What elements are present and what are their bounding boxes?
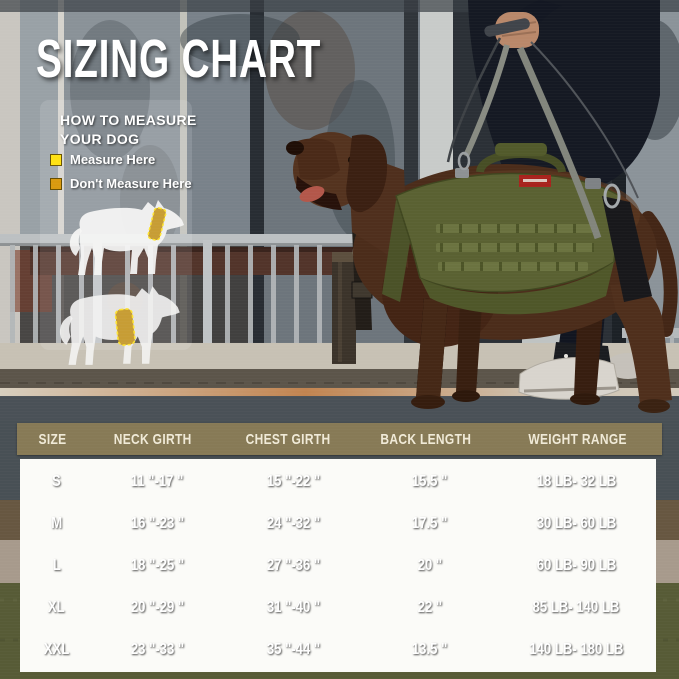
- strap-handle: [484, 18, 530, 37]
- cell-back-length: 15.5 ": [364, 462, 496, 501]
- tail: [641, 211, 678, 337]
- cell-weight-range: 85 LB- 140 LB: [499, 588, 653, 627]
- muzzle: [295, 138, 340, 180]
- sizing-table: SIZE NECK GIRTH CHEST GIRTH BACK LENGTH …: [17, 423, 662, 672]
- rear-strap: [602, 196, 652, 302]
- lifting-straps: [446, 37, 639, 240]
- column-header-size: SIZE: [38, 430, 66, 448]
- chest-measure-band: [114, 308, 136, 346]
- bollard: [332, 252, 356, 364]
- column-header-chest-girth: CHEST GIRTH: [246, 430, 331, 448]
- ear: [346, 134, 388, 213]
- table-row-s: S 11 "-17 " 15 "-22 " 15.5 " 18 LB- 32 L…: [23, 462, 653, 501]
- cell-size: XL: [23, 588, 90, 627]
- cell-size: XXL: [23, 630, 90, 669]
- measure-heading-line1: HOW TO MEASURE: [60, 112, 197, 128]
- carabiner: [603, 183, 621, 209]
- nose: [286, 141, 304, 155]
- table-row-xl: XL 20 "-29 " 31 "-40 " 22 " 85 LB- 140 L…: [23, 588, 653, 627]
- table-row-xxl: XXL 23 "-33 " 35 "-44 " 13.5 " 140 LB- 1…: [23, 630, 653, 669]
- cell-back-length: 20 ": [364, 546, 496, 585]
- cell-chest-girth: 31 "-40 ": [225, 588, 361, 627]
- dont-measure-here-swatch-icon: [50, 177, 62, 190]
- column-header-neck-girth: NECK GIRTH: [114, 430, 192, 448]
- table-row-m: M 16 "-23 " 24 "-32 " 17.5 " 30 LB- 60 L…: [23, 504, 653, 543]
- column-header-back-length: BACK LENGTH: [380, 430, 471, 448]
- dog-silhouette-neck: [69, 200, 184, 275]
- dog-silhouette-chest: [59, 286, 180, 365]
- cell-size: M: [23, 504, 90, 543]
- neck-measure-band: [147, 207, 167, 241]
- tongue: [299, 186, 325, 202]
- cell-size: L: [23, 546, 90, 585]
- legend-dont-measure-here: Don't Measure Here: [50, 176, 192, 191]
- cell-neck-girth: 18 "-25 ": [93, 546, 222, 585]
- page-title: SIZING CHART: [36, 29, 322, 89]
- measure-here-swatch-icon: [50, 153, 62, 166]
- cell-neck-girth: 11 "-17 ": [93, 462, 222, 501]
- table-header-row: SIZE NECK GIRTH CHEST GIRTH BACK LENGTH …: [17, 423, 662, 455]
- measure-panel: [40, 100, 192, 350]
- cell-back-length: 13.5 ": [364, 630, 496, 669]
- measure-heading-line2: YOUR DOG: [60, 131, 140, 147]
- cell-chest-girth: 24 "-32 ": [225, 504, 361, 543]
- cell-neck-girth: 23 "-33 ": [93, 630, 222, 669]
- measure-heading: HOW TO MEASURE YOUR DOG: [60, 111, 197, 149]
- cell-size: S: [23, 462, 90, 501]
- column-header-weight-range: WEIGHT RANGE: [528, 430, 627, 448]
- cell-weight-range: 30 LB- 60 LB: [499, 504, 653, 543]
- harness: [382, 143, 652, 315]
- legend-measure-here: Measure Here: [50, 152, 155, 167]
- cell-chest-girth: 15 "-22 ": [225, 462, 361, 501]
- cell-back-length: 22 ": [364, 588, 496, 627]
- legend-label: Measure Here: [70, 152, 156, 167]
- cell-weight-range: 18 LB- 32 LB: [499, 462, 653, 501]
- cell-chest-girth: 35 "-44 ": [225, 630, 361, 669]
- legend-label: Don't Measure Here: [70, 176, 192, 191]
- cell-neck-girth: 20 "-29 ": [93, 588, 222, 627]
- cell-back-length: 17.5 ": [364, 504, 496, 543]
- cell-weight-range: 140 LB- 180 LB: [499, 630, 653, 669]
- cell-weight-range: 60 LB- 90 LB: [499, 546, 653, 585]
- table-body: S 11 "-17 " 15 "-22 " 15.5 " 18 LB- 32 L…: [20, 459, 656, 672]
- cell-neck-girth: 16 "-23 ": [93, 504, 222, 543]
- table-row-l: L 18 "-25 " 27 "-36 " 20 " 60 LB- 90 LB: [23, 546, 653, 585]
- cell-chest-girth: 27 "-36 ": [225, 546, 361, 585]
